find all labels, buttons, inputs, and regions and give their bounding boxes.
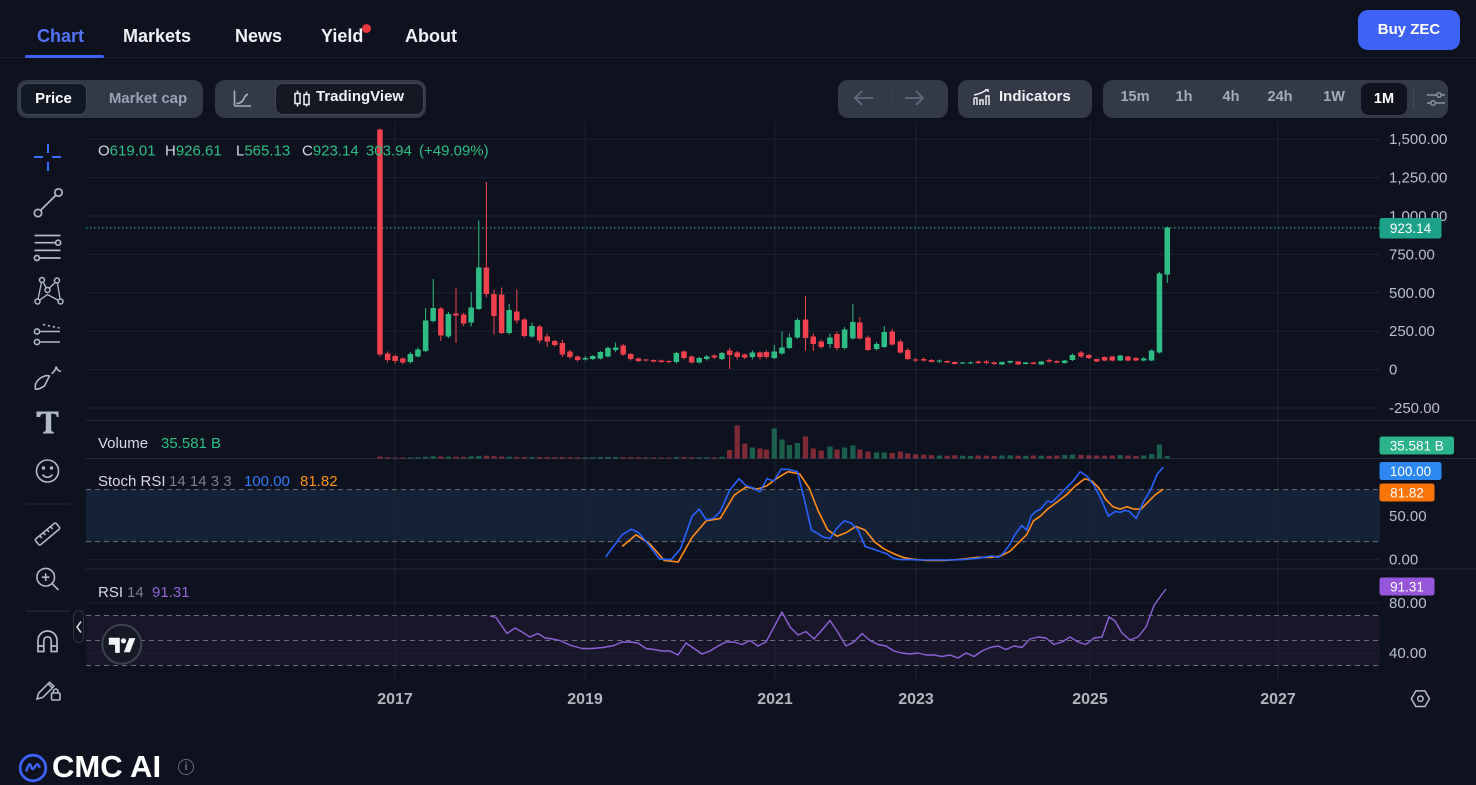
svg-text:-250.00: -250.00: [1389, 400, 1440, 417]
svg-text:2019: 2019: [567, 691, 603, 708]
svg-text:100.00: 100.00: [244, 473, 290, 490]
svg-text:14 14 3 3: 14 14 3 3: [169, 473, 232, 490]
svg-text:1,500.00: 1,500.00: [1389, 131, 1447, 148]
svg-text:91.31: 91.31: [152, 584, 190, 601]
svg-text:1,250.00: 1,250.00: [1389, 170, 1447, 187]
svg-text:2021: 2021: [757, 691, 793, 708]
svg-text:H926.61: H926.61: [165, 143, 222, 160]
svg-text:2027: 2027: [1260, 691, 1296, 708]
svg-text:250.00: 250.00: [1389, 323, 1435, 340]
svg-text:303.94: 303.94: [366, 143, 412, 160]
svg-text:0.00: 0.00: [1389, 551, 1418, 568]
svg-text:40.00: 40.00: [1389, 645, 1427, 662]
svg-text:2023: 2023: [898, 691, 934, 708]
svg-text:O619.01: O619.01: [98, 143, 156, 160]
svg-text:14: 14: [127, 584, 144, 601]
svg-text:Volume: Volume: [98, 435, 148, 452]
svg-text:35.581 B: 35.581 B: [1390, 438, 1444, 453]
svg-text:L565.13: L565.13: [236, 143, 290, 160]
svg-text:81.82: 81.82: [1390, 485, 1424, 500]
svg-text:750.00: 750.00: [1389, 246, 1435, 263]
svg-text:35.581 B: 35.581 B: [161, 435, 221, 452]
svg-text:81.82: 81.82: [300, 473, 338, 490]
svg-text:(+49.09%): (+49.09%): [419, 143, 489, 160]
svg-text:91.31: 91.31: [1390, 579, 1424, 594]
svg-text:0: 0: [1389, 362, 1397, 379]
svg-text:2025: 2025: [1072, 691, 1108, 708]
svg-text:80.00: 80.00: [1389, 595, 1427, 612]
svg-text:500.00: 500.00: [1389, 285, 1435, 302]
svg-text:C923.14: C923.14: [302, 143, 359, 160]
svg-text:923.14: 923.14: [1390, 221, 1432, 236]
svg-text:100.00: 100.00: [1390, 464, 1431, 479]
svg-text:2017: 2017: [377, 691, 413, 708]
svg-text:50.00: 50.00: [1389, 508, 1427, 525]
svg-text:RSI: RSI: [98, 584, 123, 601]
svg-text:Stoch RSI: Stoch RSI: [98, 473, 166, 490]
